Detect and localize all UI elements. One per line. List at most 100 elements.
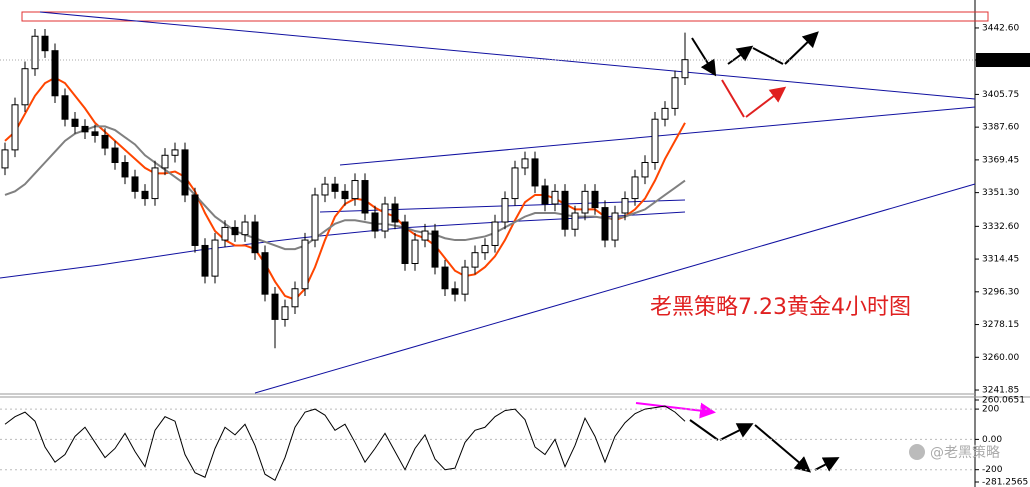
candle-body: [631, 176, 639, 200]
candle-body: [611, 212, 619, 241]
candle-body: [1, 149, 9, 169]
candle-body: [361, 180, 369, 214]
candle-body: [581, 190, 589, 214]
y-tick-label: 200: [982, 405, 999, 415]
candle-body: [491, 221, 499, 246]
candle-body: [151, 167, 159, 200]
candle-body: [51, 50, 59, 97]
y-tick-label: 3260.00: [982, 353, 1019, 363]
arrow: [721, 79, 745, 118]
candle-body: [561, 190, 569, 230]
ma-long: [0, 211, 686, 279]
candle-body: [61, 95, 69, 120]
y-tick-label: 3351.30: [982, 188, 1019, 198]
y-tick-label: -200: [982, 465, 1003, 475]
candle-body: [371, 212, 379, 232]
candle-body: [411, 239, 419, 265]
candle-body: [451, 288, 459, 295]
y-tick-label: 3332.60: [982, 222, 1019, 232]
arrow: [752, 47, 784, 65]
arrow: [689, 419, 719, 441]
arrow: [814, 457, 840, 472]
candle-body: [331, 183, 339, 192]
forecast-arrows: [635, 31, 840, 473]
candle-body: [531, 158, 539, 187]
candle-body: [651, 118, 659, 164]
candle-body: [441, 266, 449, 290]
candle-body: [251, 221, 259, 254]
arrow: [745, 86, 787, 118]
y-tick-label: 3442.60: [982, 23, 1019, 33]
candle-body: [241, 221, 249, 236]
candle-body: [661, 107, 669, 120]
candle-body: [681, 59, 689, 79]
candle-body: [521, 158, 529, 169]
trend-line: [39, 11, 976, 100]
last-price-box: [976, 53, 1030, 68]
candle-body: [11, 104, 19, 151]
y-tick-label: 260.0651: [982, 396, 1025, 406]
candle-body: [571, 212, 579, 230]
resistance-zone: [21, 11, 989, 22]
arrow: [691, 37, 717, 77]
cci-line: [4, 405, 686, 482]
candle-body: [161, 154, 169, 169]
candle-body: [381, 203, 389, 232]
candle-body: [121, 162, 129, 178]
candle-body: [41, 35, 49, 52]
candle-body: [141, 190, 149, 200]
candle-body: [181, 149, 189, 196]
y-tick-label: 3405.75: [982, 90, 1019, 100]
candle-body: [71, 118, 79, 127]
annotation: 老黑策略7.23黄金4小时图: [650, 295, 911, 320]
arrow: [719, 423, 754, 441]
candle-body: [501, 198, 509, 223]
candle-body: [261, 252, 269, 295]
candle-body: [461, 266, 469, 295]
candle-body: [271, 293, 279, 320]
y-tick-label: 0.00: [982, 435, 1002, 445]
y-tick-label: 3278.15: [982, 320, 1019, 330]
candle-body: [101, 134, 109, 149]
candle-body: [211, 239, 219, 277]
candle-body: [291, 288, 299, 308]
candle-body: [591, 190, 599, 209]
candle-body: [471, 252, 479, 268]
candle-body: [401, 221, 409, 265]
trend-line: [254, 183, 976, 394]
y-tick-label: 3387.60: [982, 123, 1019, 133]
candle-body: [541, 185, 549, 205]
candle-body: [391, 203, 399, 223]
candle-body: [221, 226, 229, 241]
candle-body: [351, 180, 359, 200]
candle-body: [231, 226, 239, 236]
candle-body: [201, 244, 209, 277]
watermark-icon: [909, 444, 925, 460]
candle-body: [281, 306, 289, 320]
candle-body: [301, 239, 309, 290]
y-tick-label: 3296.30: [982, 287, 1019, 297]
candle-body: [311, 194, 319, 241]
candle-body: [191, 194, 199, 246]
candle-body: [601, 207, 609, 241]
candle-body: [621, 198, 629, 214]
candle-body: [421, 230, 429, 241]
candle-body: [91, 131, 99, 136]
arrow: [635, 402, 716, 419]
candle-body: [31, 35, 39, 70]
arrow: [784, 31, 819, 65]
candle-body: [21, 68, 29, 106]
y-tick-label: 3314.45: [982, 255, 1019, 265]
candle-body: [111, 147, 119, 164]
candle-body: [81, 125, 89, 133]
arrow: [754, 424, 812, 473]
candle-body: [321, 183, 329, 196]
candle-body: [131, 176, 139, 192]
y-tick-label: 3369.45: [982, 155, 1019, 165]
candle-body: [341, 190, 349, 200]
y-tick-label: 3241.85: [982, 386, 1019, 396]
candle-body: [641, 162, 649, 178]
candle-body: [671, 77, 679, 109]
